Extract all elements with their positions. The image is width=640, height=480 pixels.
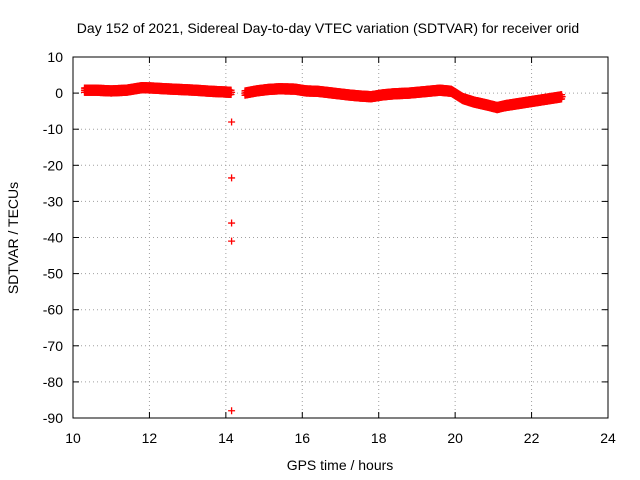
- x-tick-label: 14: [218, 430, 234, 446]
- y-tick-label: -30: [43, 193, 63, 209]
- x-tick-label: 22: [524, 430, 540, 446]
- axis-ticks: [72, 56, 609, 419]
- y-tick-label: -90: [43, 410, 63, 426]
- data-point: [558, 93, 566, 101]
- y-axis-label: SDTVAR / TECUs: [5, 182, 21, 294]
- x-tick-label: 12: [142, 430, 158, 446]
- x-tick-label: 10: [65, 430, 81, 446]
- outlier-point: [228, 118, 236, 126]
- outlier-point: [228, 219, 236, 227]
- y-tick-label: -60: [43, 302, 63, 318]
- data-point: [228, 88, 236, 96]
- y-tick-label: 0: [55, 85, 63, 101]
- x-axis-label: GPS time / hours: [287, 457, 394, 473]
- y-tick-label: -80: [43, 374, 63, 390]
- chart-title: Day 152 of 2021, Sidereal Day-to-day VTE…: [77, 20, 579, 36]
- x-tick-labels: 10 12 14 16 18 20 22 24: [65, 430, 616, 446]
- y-tick-labels: 10 0 -10 -20 -30 -40 -50 -60 -70 -80 -90: [43, 49, 63, 426]
- x-tick-label: 16: [294, 430, 310, 446]
- x-tick-label: 18: [371, 430, 387, 446]
- outlier-point: [228, 174, 236, 182]
- grid: [73, 57, 608, 418]
- x-tick-label: 20: [447, 430, 463, 446]
- y-tick-label: -40: [43, 230, 63, 246]
- outlier-point: [228, 407, 236, 415]
- x-tick-label: 24: [600, 430, 616, 446]
- outlier-point: [228, 237, 236, 245]
- y-tick-label: -70: [43, 338, 63, 354]
- y-tick-label: -10: [43, 121, 63, 137]
- y-tick-label: -20: [43, 157, 63, 173]
- y-tick-label: 10: [47, 49, 63, 65]
- data-points: [80, 82, 566, 415]
- y-tick-label: -50: [43, 266, 63, 282]
